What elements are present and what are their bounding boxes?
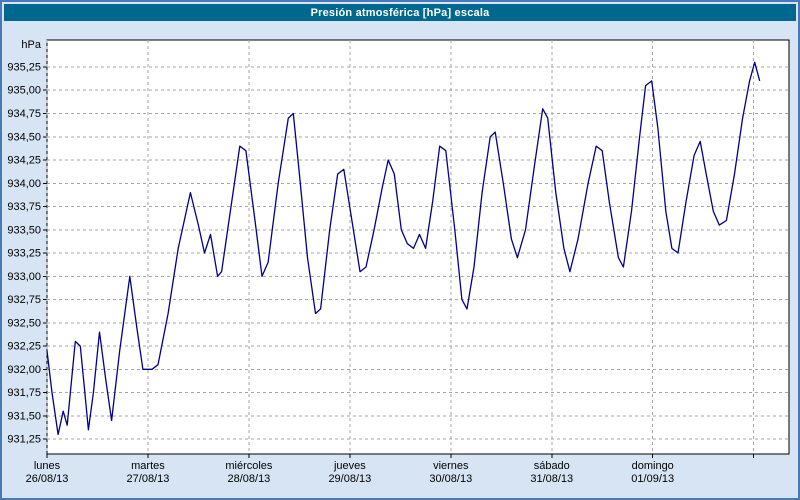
- plot-area: [46, 39, 790, 455]
- day-name-label: domingo: [632, 460, 674, 472]
- day-name-label: jueves: [333, 460, 366, 472]
- day-date-label: 27/08/13: [127, 473, 170, 485]
- y-axis-unit-label: hPa: [21, 39, 41, 51]
- day-name-label: martes: [131, 460, 165, 472]
- y-tick-label: 935,25: [7, 61, 41, 73]
- y-tick-label: 931,25: [7, 434, 41, 446]
- y-tick-label: 935,00: [7, 85, 41, 97]
- day-date-label: 29/08/13: [328, 473, 371, 485]
- y-tick-label: 932,75: [7, 294, 41, 306]
- y-tick-label: 934,75: [7, 108, 41, 120]
- y-tick-label: 933,50: [7, 224, 41, 236]
- y-tick-label: 933,75: [7, 201, 41, 213]
- y-tick-label: 931,50: [7, 410, 41, 422]
- day-name-label: lunes: [34, 460, 61, 472]
- y-tick-label: 934,25: [7, 155, 41, 167]
- y-tick-label: 932,50: [7, 317, 41, 329]
- y-tick-label: 934,50: [7, 131, 41, 143]
- y-tick-label: 932,00: [7, 364, 41, 376]
- day-name-label: viernes: [433, 460, 469, 472]
- y-tick-label: 933,25: [7, 248, 41, 260]
- y-tick-label: 931,75: [7, 387, 41, 399]
- y-tick-label: 934,00: [7, 178, 41, 190]
- y-tick-label: 932,25: [7, 341, 41, 353]
- y-tick-label: 933,00: [7, 271, 41, 283]
- pressure-line: [46, 61, 761, 436]
- chart-title-bar: Presión atmosférica [hPa] escala: [4, 4, 796, 21]
- day-date-label: 28/08/13: [227, 473, 270, 485]
- day-name-label: miércoles: [225, 460, 273, 472]
- day-date-label: 30/08/13: [429, 473, 472, 485]
- day-name-label: sábado: [534, 460, 570, 472]
- day-date-label: 26/08/13: [26, 473, 69, 485]
- day-date-label: 31/08/13: [530, 473, 573, 485]
- chart-title: Presión atmosférica [hPa] escala: [310, 6, 490, 19]
- day-date-label: 01/09/13: [631, 473, 674, 485]
